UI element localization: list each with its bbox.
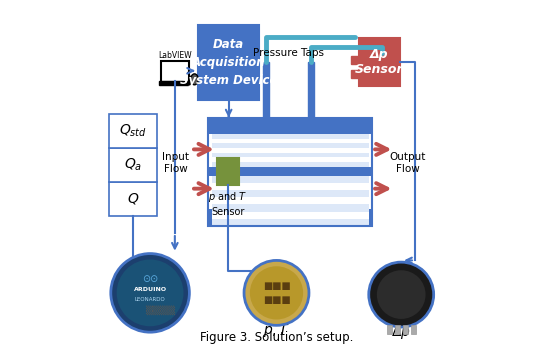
- FancyBboxPatch shape: [411, 326, 415, 334]
- FancyBboxPatch shape: [212, 148, 369, 153]
- FancyBboxPatch shape: [387, 326, 392, 334]
- FancyBboxPatch shape: [109, 113, 157, 148]
- FancyBboxPatch shape: [263, 62, 269, 118]
- FancyBboxPatch shape: [212, 176, 369, 183]
- FancyBboxPatch shape: [208, 118, 372, 134]
- FancyBboxPatch shape: [212, 158, 369, 162]
- FancyBboxPatch shape: [208, 209, 372, 225]
- Text: Figure 3. Solution’s setup.: Figure 3. Solution’s setup.: [200, 331, 353, 344]
- Text: ⊙⊙: ⊙⊙: [142, 274, 158, 284]
- Text: $p$ and $T$
Sensor: $p$ and $T$ Sensor: [208, 190, 248, 217]
- Text: LabVIEW: LabVIEW: [158, 51, 192, 60]
- Text: $Q_a$: $Q_a$: [124, 156, 142, 173]
- FancyBboxPatch shape: [159, 81, 190, 85]
- Circle shape: [244, 260, 309, 326]
- FancyBboxPatch shape: [212, 139, 369, 143]
- Text: LEONARDO: LEONARDO: [135, 297, 165, 302]
- Text: ▒▒▒▒: ▒▒▒▒: [145, 305, 175, 315]
- FancyBboxPatch shape: [212, 204, 369, 211]
- FancyBboxPatch shape: [217, 158, 239, 185]
- FancyBboxPatch shape: [212, 144, 369, 148]
- Circle shape: [111, 254, 189, 332]
- Circle shape: [377, 270, 426, 319]
- FancyBboxPatch shape: [351, 56, 358, 64]
- FancyBboxPatch shape: [109, 148, 157, 182]
- Circle shape: [117, 259, 184, 326]
- FancyBboxPatch shape: [395, 326, 399, 334]
- FancyBboxPatch shape: [212, 162, 369, 167]
- FancyBboxPatch shape: [161, 61, 189, 82]
- Text: $p, T$: $p, T$: [263, 322, 290, 339]
- Ellipse shape: [191, 74, 199, 85]
- Text: ARDUINO: ARDUINO: [133, 287, 166, 292]
- Text: $\Delta p$: $\Delta p$: [392, 324, 411, 341]
- FancyBboxPatch shape: [212, 153, 369, 158]
- Circle shape: [250, 266, 303, 320]
- FancyBboxPatch shape: [208, 167, 372, 176]
- FancyBboxPatch shape: [212, 218, 369, 225]
- Text: Input
Flow: Input Flow: [162, 152, 189, 174]
- Text: ■■■: ■■■: [263, 295, 290, 305]
- Text: Δp
Sensor: Δp Sensor: [354, 48, 403, 76]
- Text: ■■■: ■■■: [263, 281, 290, 291]
- Text: $Q_{std}$: $Q_{std}$: [119, 122, 147, 139]
- FancyBboxPatch shape: [351, 70, 358, 78]
- Circle shape: [369, 262, 434, 327]
- FancyBboxPatch shape: [358, 38, 399, 86]
- Text: Data
Acquisition
System Device: Data Acquisition System Device: [180, 38, 278, 87]
- FancyBboxPatch shape: [109, 182, 157, 216]
- Text: Pressure Taps: Pressure Taps: [253, 48, 324, 58]
- Text: Output
Flow: Output Flow: [390, 152, 426, 174]
- Text: $Q$: $Q$: [127, 191, 139, 206]
- FancyBboxPatch shape: [403, 326, 408, 334]
- FancyBboxPatch shape: [212, 183, 369, 190]
- FancyBboxPatch shape: [212, 190, 369, 197]
- FancyBboxPatch shape: [307, 62, 314, 118]
- FancyBboxPatch shape: [212, 211, 369, 218]
- FancyBboxPatch shape: [212, 134, 369, 139]
- FancyBboxPatch shape: [212, 197, 369, 204]
- FancyBboxPatch shape: [198, 25, 259, 100]
